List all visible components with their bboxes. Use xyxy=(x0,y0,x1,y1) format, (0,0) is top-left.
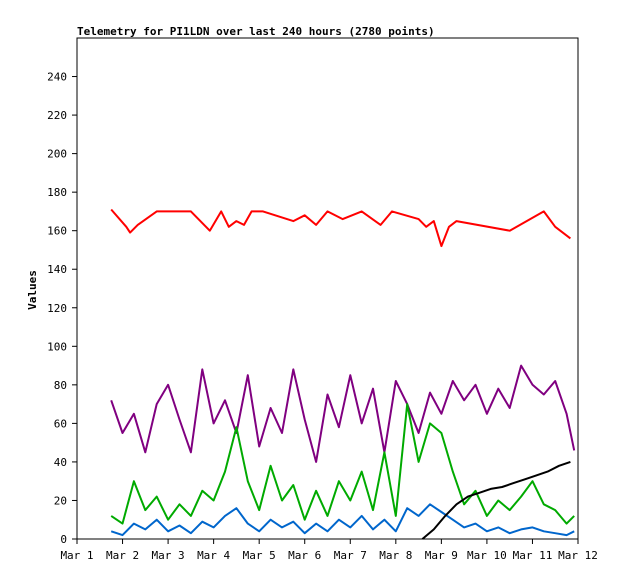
y-tick-label: 40 xyxy=(54,456,67,469)
series-line-4 xyxy=(421,460,571,540)
y-tick-label: 80 xyxy=(54,379,67,392)
y-tick-label: 60 xyxy=(54,417,67,430)
x-tick-label: Mar 1 xyxy=(60,549,93,562)
x-axis: Mar 1 Mar 2 Mar 3 Mar 4 Mar 5 Mar 6 Mar 7 Mar 8… xyxy=(60,539,598,562)
x-tick-label: Mar 3 xyxy=(152,549,185,562)
x-tick-label: Mar 9 xyxy=(425,549,458,562)
series-line-3 xyxy=(110,503,575,537)
x-tick-label: Mar 12 xyxy=(558,549,598,562)
y-tick-label: 100 xyxy=(47,340,67,353)
y-tick-label: 180 xyxy=(47,186,67,199)
y-tick-label: 140 xyxy=(47,263,67,276)
x-tick-label: Mar 8 xyxy=(379,549,412,562)
x-tick-label: Mar 2 xyxy=(106,549,139,562)
y-axis: 0 20 40 60 80 100 120 140 160 180 200 220 240 xyxy=(47,71,77,546)
series-line-0 xyxy=(110,208,572,248)
y-tick-label: 160 xyxy=(47,225,67,238)
y-axis-label: Values xyxy=(26,270,39,310)
chart-title: Telemetry for PI1LDN over last 240 hours… xyxy=(77,25,435,38)
series-layer xyxy=(110,208,576,540)
x-tick-label: Mar 6 xyxy=(288,549,321,562)
series-line-1 xyxy=(110,364,576,463)
x-tick-label: Mar 5 xyxy=(243,549,276,562)
y-tick-label: 120 xyxy=(47,302,67,315)
y-tick-label: 20 xyxy=(54,494,67,507)
y-tick-label: 220 xyxy=(47,109,67,122)
y-tick-label: 240 xyxy=(47,71,67,84)
y-tick-label: 0 xyxy=(60,533,67,546)
x-tick-label: Mar 10 xyxy=(467,549,507,562)
x-tick-label: Mar 7 xyxy=(334,549,367,562)
series-line-2 xyxy=(110,403,575,525)
x-tick-label: Mar 4 xyxy=(197,549,230,562)
plot-frame xyxy=(76,37,579,540)
x-tick-label: Mar 11 xyxy=(513,549,553,562)
y-tick-label: 200 xyxy=(47,148,67,161)
